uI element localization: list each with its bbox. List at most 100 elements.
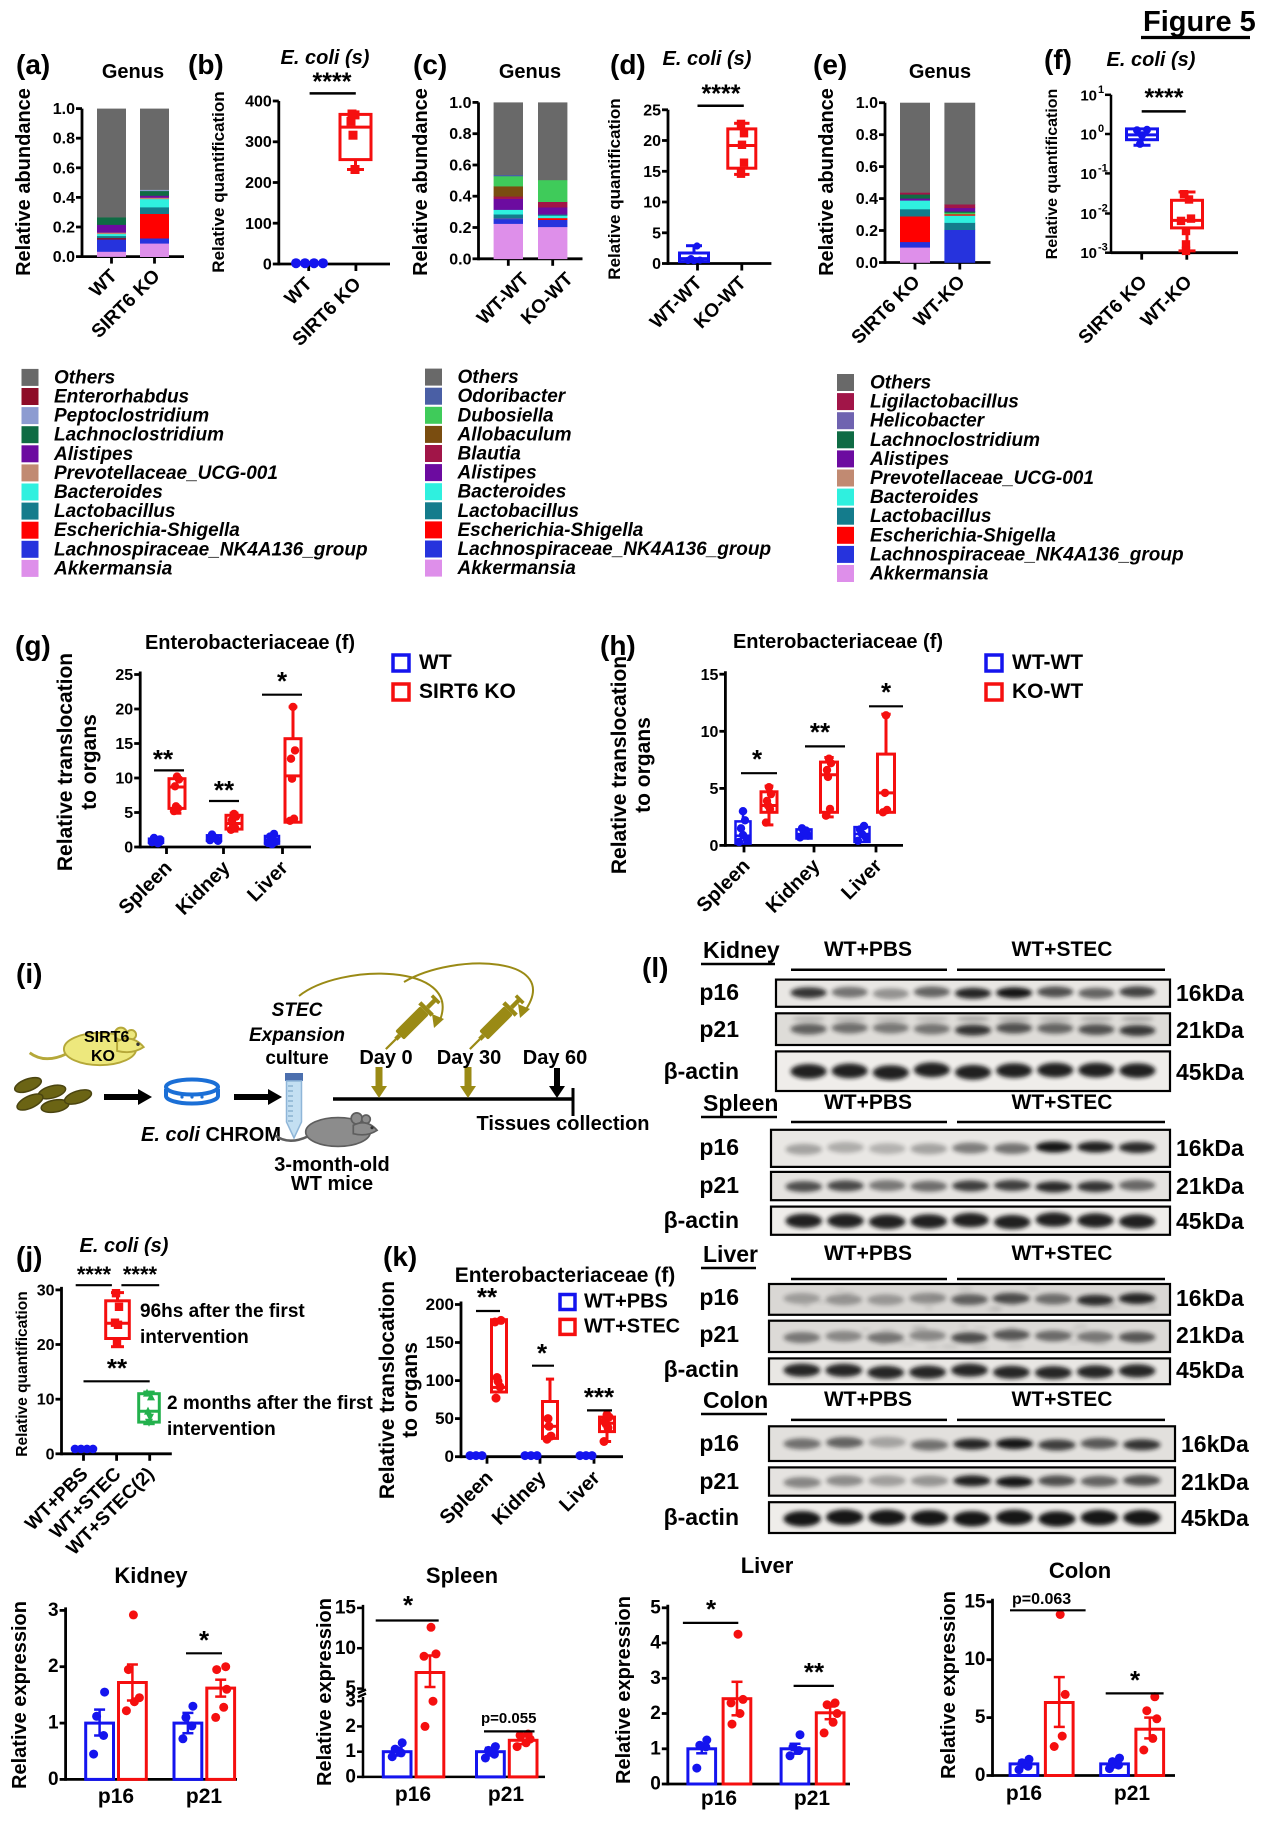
svg-text:45kDa: 45kDa xyxy=(1176,1357,1244,1383)
svg-text:(i): (i) xyxy=(16,958,42,989)
svg-text:Bacteroides: Bacteroides xyxy=(54,482,163,503)
svg-text:(h): (h) xyxy=(600,630,636,661)
svg-text:Prevotellaceae_UCG-001: Prevotellaceae_UCG-001 xyxy=(870,468,1094,489)
svg-text:15: 15 xyxy=(701,667,719,684)
svg-text:WT+STEC: WT+STEC xyxy=(584,1315,680,1337)
svg-text:0.0: 0.0 xyxy=(53,249,75,266)
svg-text:p21: p21 xyxy=(186,1785,223,1808)
svg-text:p16: p16 xyxy=(699,1134,739,1160)
svg-text:Escherichia-Shigella: Escherichia-Shigella xyxy=(54,520,240,541)
svg-text:*: * xyxy=(706,1594,717,1624)
svg-text:Figure 5: Figure 5 xyxy=(1143,6,1256,38)
svg-text:10: 10 xyxy=(643,195,661,212)
svg-text:-3: -3 xyxy=(1098,242,1108,254)
svg-text:Blautia: Blautia xyxy=(458,444,522,465)
svg-text:0.6: 0.6 xyxy=(449,158,471,175)
svg-text:intervention: intervention xyxy=(140,1327,249,1348)
svg-text:STEC: STEC xyxy=(272,1000,323,1021)
svg-text:p21: p21 xyxy=(488,1783,525,1806)
svg-text:Akkermansia: Akkermansia xyxy=(869,564,989,585)
svg-text:200: 200 xyxy=(245,175,272,192)
svg-text:to organs: to organs xyxy=(399,1342,422,1438)
svg-text:0.4: 0.4 xyxy=(449,189,471,206)
svg-text:15: 15 xyxy=(115,736,133,753)
svg-text:0.2: 0.2 xyxy=(856,223,878,240)
svg-text:0: 0 xyxy=(124,840,133,857)
svg-text:Liver: Liver xyxy=(703,1241,758,1267)
svg-text:0: 0 xyxy=(1098,123,1104,135)
svg-text:1: 1 xyxy=(48,1713,59,1734)
svg-text:1.0: 1.0 xyxy=(449,95,471,112)
svg-text:Lachnospiraceae_NK4A136_group: Lachnospiraceae_NK4A136_group xyxy=(54,539,368,560)
svg-text:p=0.055: p=0.055 xyxy=(481,1710,536,1727)
svg-text:SIRT6: SIRT6 xyxy=(84,1029,129,1046)
svg-text:WT: WT xyxy=(419,651,452,674)
svg-text:0.2: 0.2 xyxy=(449,220,471,237)
svg-text:Enterorhabdus: Enterorhabdus xyxy=(54,387,189,408)
svg-text:Others: Others xyxy=(458,367,519,388)
svg-text:Relative expression: Relative expression xyxy=(938,1591,960,1779)
svg-text:****: **** xyxy=(702,80,741,108)
svg-text:30: 30 xyxy=(37,1282,55,1299)
svg-text:SIRT6 KO: SIRT6 KO xyxy=(419,680,516,703)
svg-text:Enterobacteriaceae (f): Enterobacteriaceae (f) xyxy=(455,1264,676,1287)
svg-text:**: ** xyxy=(477,1282,498,1312)
svg-text:Helicobacter: Helicobacter xyxy=(870,411,986,432)
svg-text:WT+PBS: WT+PBS xyxy=(584,1291,668,1313)
svg-text:Kidney: Kidney xyxy=(703,937,780,963)
svg-text:p21: p21 xyxy=(1114,1782,1151,1805)
svg-text:0: 0 xyxy=(345,1766,356,1787)
svg-text:Bacteroides: Bacteroides xyxy=(458,482,567,503)
svg-text:(g): (g) xyxy=(15,630,51,661)
svg-text:****: **** xyxy=(77,1262,112,1287)
svg-text:(e): (e) xyxy=(813,49,847,80)
svg-text:KO-WT: KO-WT xyxy=(1012,680,1083,703)
svg-text:****: **** xyxy=(313,68,352,96)
svg-text:Others: Others xyxy=(54,367,115,388)
svg-text:(d): (d) xyxy=(610,49,646,80)
svg-text:to organs: to organs xyxy=(632,717,655,813)
svg-text:Liver: Liver xyxy=(741,1553,794,1578)
svg-text:Others: Others xyxy=(870,373,931,394)
svg-text:Bacteroides: Bacteroides xyxy=(870,487,979,508)
svg-text:10: 10 xyxy=(1080,245,1097,262)
svg-text:2: 2 xyxy=(48,1656,59,1677)
svg-text:0: 0 xyxy=(263,257,272,274)
svg-text:Colon: Colon xyxy=(1049,1558,1111,1583)
svg-text:21kDa: 21kDa xyxy=(1176,1322,1244,1348)
svg-text:**: ** xyxy=(804,1657,825,1687)
svg-text:(c): (c) xyxy=(413,49,447,80)
svg-text:-2: -2 xyxy=(1098,203,1108,215)
svg-text:25: 25 xyxy=(115,667,133,684)
svg-text:**: ** xyxy=(810,717,831,747)
svg-text:Genus: Genus xyxy=(102,61,164,83)
svg-text:2 months after the first: 2 months after the first xyxy=(167,1393,374,1414)
svg-text:p21: p21 xyxy=(699,1321,739,1347)
svg-text:*: * xyxy=(537,1338,548,1368)
svg-text:Spleen: Spleen xyxy=(426,1563,498,1588)
svg-text:Lachnoclostridium: Lachnoclostridium xyxy=(54,425,224,446)
svg-text:p16: p16 xyxy=(395,1783,431,1806)
svg-text:Peptoclostridium: Peptoclostridium xyxy=(54,406,209,427)
svg-text:15: 15 xyxy=(964,1591,986,1612)
svg-text:Day 30: Day 30 xyxy=(437,1047,502,1069)
svg-text:0: 0 xyxy=(975,1765,986,1786)
svg-text:*: * xyxy=(199,1625,210,1655)
svg-text:0.8: 0.8 xyxy=(856,127,878,144)
svg-text:β-actin: β-actin xyxy=(664,1356,739,1382)
svg-text:Alistipes: Alistipes xyxy=(457,463,537,484)
svg-text:1: 1 xyxy=(650,1738,661,1759)
svg-text:Relative expression: Relative expression xyxy=(613,1596,635,1784)
svg-text:10: 10 xyxy=(1080,127,1097,144)
svg-text:**: ** xyxy=(153,744,174,774)
svg-text:Akkermansia: Akkermansia xyxy=(457,558,577,579)
svg-text:WT+STEC: WT+STEC xyxy=(1012,938,1113,961)
svg-text:WT-WT: WT-WT xyxy=(1012,651,1083,674)
svg-text:****: **** xyxy=(1145,84,1184,112)
svg-text:KO: KO xyxy=(91,1048,115,1065)
svg-text:p16: p16 xyxy=(699,979,739,1005)
svg-text:4: 4 xyxy=(650,1633,661,1654)
svg-text:WT+PBS: WT+PBS xyxy=(824,1242,912,1265)
svg-text:*: * xyxy=(1130,1665,1141,1695)
svg-text:0.6: 0.6 xyxy=(856,159,878,176)
